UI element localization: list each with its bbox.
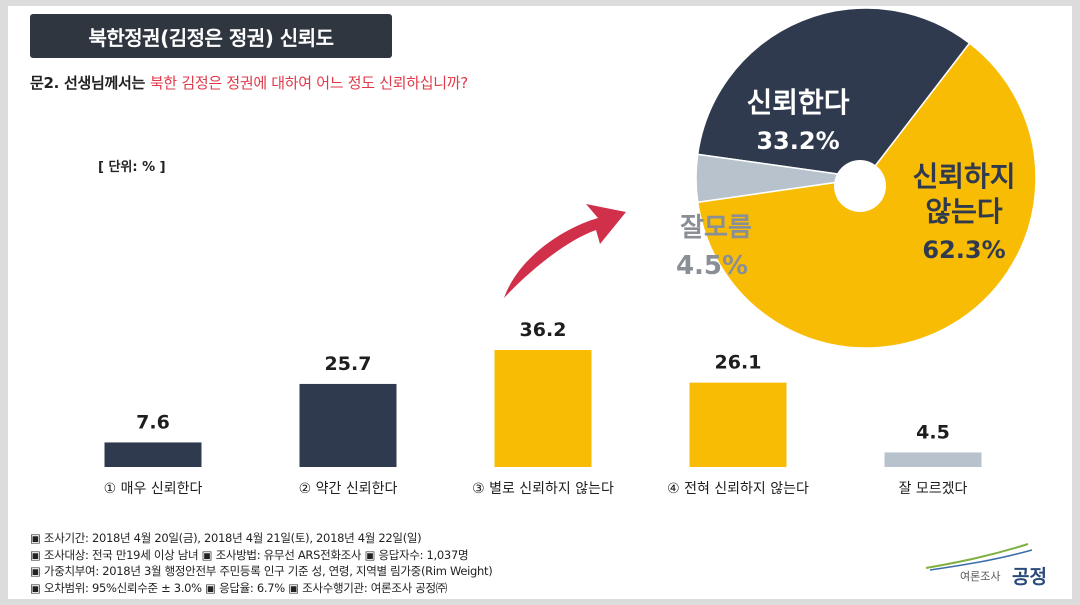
bar-category-label: ① 매우 신뢰한다: [104, 481, 203, 497]
logo-brand: 공정: [1012, 566, 1047, 588]
bar-3: [494, 350, 592, 467]
bar-chart: 7.6 ① 매우 신뢰한다 25.7 ② 약간 신뢰한다 36.2 ③ 별로 신뢰하지 않…: [104, 319, 982, 497]
bar-2: [299, 383, 397, 467]
bar-4: [689, 382, 787, 467]
bar-category-label: ④ 전혀 신뢰하지 않는다: [667, 481, 809, 497]
slide: 북한정권(김정은 정권) 신뢰도 문2. 선생님께서는 북한 김정은 정권에 대…: [8, 6, 1072, 599]
bar-value-label: 4.5: [916, 421, 950, 443]
pie-value-trust: 33.2%: [756, 127, 839, 155]
bar-value-label: 7.6: [136, 411, 170, 433]
bar-value-label: 36.2: [520, 319, 567, 341]
footer-line-margin: ▣ 오차범위: 95%신뢰수준 ± 3.0% ▣ 응답율: 6.7% ▣ 조사수…: [30, 580, 447, 595]
pie-label-unknown: 잘모름: [680, 213, 752, 243]
pie-slice-trust: [696, 7, 971, 179]
bar-value-label: 26.1: [715, 352, 762, 374]
pie-value-distrust: 62.3%: [922, 236, 1005, 264]
pie-label-distrust-line2: 않는다: [925, 195, 1003, 228]
question-prefix: 문2. 선생님께서는: [30, 74, 150, 92]
bar-value-label: 25.7: [325, 353, 372, 375]
survey-footer: ▣ 조사기간: 2018년 4월 20일(금), 2018년 4월 21일(토)…: [30, 530, 493, 596]
pie-slice-unknown: [695, 153, 867, 204]
pie-label-distrust-line1: 신뢰하지: [912, 160, 1015, 193]
question-text: 문2. 선생님께서는 북한 김정은 정권에 대하여 어느 정도 신뢰하십니까?: [30, 72, 468, 93]
bar-category-label: 잘 모르겠다: [899, 481, 968, 497]
footer-line-period: ▣ 조사기간: 2018년 4월 20일(금), 2018년 4월 21일(토)…: [30, 531, 422, 545]
page-title: 북한정권(김정은 정권) 신뢰도: [30, 14, 392, 58]
bar-category-label: ③ 별로 신뢰하지 않는다: [472, 481, 614, 497]
pie-value-unknown: 4.5%: [676, 251, 748, 281]
logo-text: 여론조사: [960, 570, 1001, 583]
footer-line-weight: ▣ 가중치부여: 2018년 3월 행정안전부 주민등록 인구 기준 성, 연령…: [30, 564, 493, 578]
arrow-icon: [504, 204, 626, 298]
donut-hole: [834, 160, 886, 212]
bar-5: [884, 452, 982, 467]
pie-label-trust: 신뢰한다: [746, 86, 849, 119]
logo-swoosh-icon: [925, 543, 1033, 571]
unit-label: [ 단위: % ]: [98, 160, 166, 175]
question-highlight: 북한 김정은 정권에 대하여 어느 정도 신뢰하십니까?: [149, 74, 468, 92]
company-logo: 여론조사 공정: [920, 542, 1050, 590]
footer-line-target: ▣ 조사대상: 전국 만19세 이상 남녀 ▣ 조사방법: 유무선 ARS전화조…: [30, 547, 469, 562]
bar-1: [104, 442, 202, 467]
bar-category-label: ② 약간 신뢰한다: [299, 481, 398, 497]
